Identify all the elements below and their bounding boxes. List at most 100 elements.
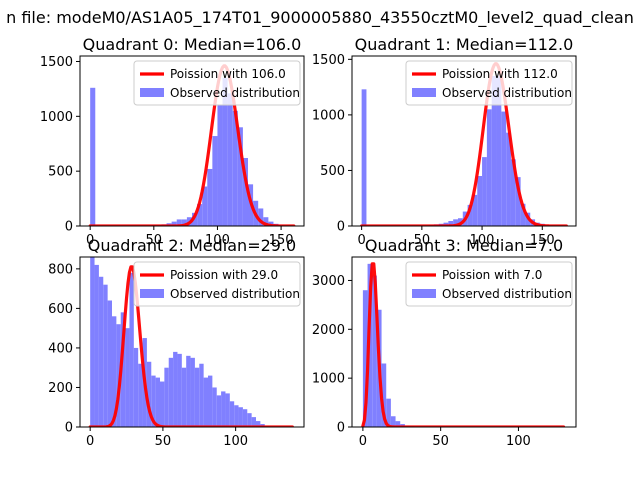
hist-bar: [212, 136, 218, 226]
hist-bar: [173, 351, 178, 427]
x-tick-label: 0: [86, 434, 94, 449]
hist-bar: [486, 109, 492, 226]
hist-bar: [107, 300, 112, 427]
legend: Poission with 7.0 Observed distribution: [405, 261, 573, 307]
subplot-title: Quadrant 3: Median=7.0: [365, 236, 563, 255]
hist-bar: [160, 381, 165, 427]
axes-frame: [79, 256, 305, 428]
hist-bar: [510, 159, 516, 226]
y-tick-label: 0: [337, 220, 345, 235]
hist-bar: [501, 111, 507, 226]
x-tick-label: 50: [432, 434, 449, 449]
x-tick-label: 100: [470, 233, 495, 248]
hist-bar: [372, 275, 377, 427]
y-tick-label: 1000: [40, 110, 73, 125]
legend-hist-label: Observed distribution: [442, 86, 572, 100]
x-tick-label: 50: [146, 233, 163, 248]
x-tick-label: 150: [530, 233, 555, 248]
legend: Poission with 112.0 Observed distribution: [405, 60, 573, 106]
plot-area: [88, 257, 294, 427]
hist-bar: [448, 221, 454, 226]
hist-bar: [395, 421, 401, 427]
hist-bar: [197, 204, 203, 226]
x-tick-label: 150: [269, 233, 294, 248]
x-tick-label: 0: [359, 434, 367, 449]
fit-line: [360, 62, 568, 226]
hist-bar: [237, 127, 243, 226]
hist-bar: [221, 391, 226, 427]
hist-bar: [234, 405, 239, 427]
hist-bar: [151, 375, 156, 427]
legend-hist-label: Observed distribution: [170, 86, 300, 100]
legend-hist-swatch: [412, 289, 436, 298]
hist-bar: [238, 407, 243, 427]
hist-bar: [212, 387, 217, 427]
subplot-title: Quadrant 1: Median=112.0: [355, 35, 574, 54]
hist-bar: [98, 276, 104, 427]
hist-bar: [229, 401, 235, 427]
hist-bar: [482, 157, 487, 226]
hist-bar: [112, 316, 117, 427]
subplot-title: Quadrant 2: Median=29.0: [88, 236, 296, 255]
hist-bar: [207, 168, 213, 226]
hist-bar: [181, 367, 187, 427]
legend: Poission with 29.0 Observed distribution: [133, 261, 301, 307]
legend-hist-swatch: [412, 88, 436, 97]
hist-bar: [381, 363, 387, 427]
subplot-quadrant-2: 0 50 100 0 200 400 600 800 Quadrant 2: Median=29…: [48, 236, 305, 449]
hist-bar: [491, 76, 497, 226]
hist-bar: [251, 417, 256, 427]
hist-bar: [453, 219, 458, 226]
hist-bar: [222, 77, 228, 226]
hist-bar: [168, 357, 174, 427]
x-tick-label: 50: [155, 434, 172, 449]
legend-box: [133, 261, 301, 307]
hist-bar: [362, 290, 368, 427]
hist-bar: [515, 177, 521, 226]
hist-bar: [203, 377, 208, 427]
y-tick-label: 0: [65, 421, 73, 436]
hist-bar: [103, 284, 108, 427]
legend-hist-swatch: [140, 88, 164, 97]
hist-bar: [177, 353, 182, 427]
y-tick-label: 0: [65, 220, 73, 235]
hist-bar: [256, 421, 261, 427]
hist-bar: [268, 221, 274, 226]
axes-frame: [351, 55, 577, 227]
hist-bar: [155, 377, 160, 427]
x-tick-label: 100: [223, 434, 248, 449]
hist-bar: [133, 347, 139, 427]
y-tick-label: 0: [337, 421, 345, 436]
hist-bar: [186, 355, 191, 427]
hist-bar: [361, 89, 367, 226]
hist-bar: [263, 217, 269, 226]
x-tick-label: 0: [357, 233, 365, 248]
axes-frame: [79, 55, 305, 227]
hist-bar: [472, 194, 478, 226]
figure-suptitle: n file: modeM0/AS1A05_174T01_9000005880_…: [6, 8, 634, 28]
subplot-title: Quadrant 0: Median=106.0: [83, 35, 302, 54]
hist-bar: [227, 93, 233, 226]
hist-bar: [199, 363, 204, 427]
legend-fit-label: Poission with 29.0: [170, 268, 278, 282]
legend: Poission with 106.0 Observed distribution: [133, 60, 301, 106]
legend-hist-swatch: [140, 289, 164, 298]
hist-bar: [467, 204, 473, 226]
axes-frame: [351, 256, 577, 428]
y-tick-label: 200: [48, 381, 73, 396]
hist-bar: [386, 398, 391, 427]
hist-bar: [90, 87, 96, 226]
legend-fit-label: Poission with 7.0: [442, 268, 542, 282]
hist-bar: [258, 208, 264, 226]
hist-bar: [176, 219, 182, 226]
plot-area: [360, 62, 568, 226]
x-tick-label: 0: [86, 233, 94, 248]
fit-line: [88, 64, 296, 226]
hist-bar: [138, 363, 143, 427]
legend-hist-label: Observed distribution: [170, 287, 300, 301]
legend-fit-label: Poission with 106.0: [170, 67, 286, 81]
